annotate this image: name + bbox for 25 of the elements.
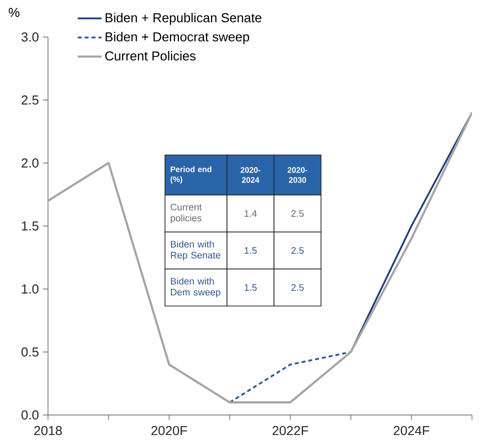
annotation: Biden with Dem sweep — [170, 278, 220, 298]
y-tick-label: 1.0 — [22, 284, 39, 294]
annotation: 1.4 — [244, 210, 257, 217]
legend-label: Current Policies — [105, 50, 196, 61]
annotation: 2.5 — [291, 210, 304, 217]
y-axis-title: % — [8, 8, 20, 17]
annotation: Current policies — [170, 204, 202, 224]
annotation: 1.5 — [244, 284, 257, 291]
annotation: 1.5 — [244, 247, 257, 254]
x-tick-label: 2024F — [394, 426, 430, 436]
legend-label: Biden + Republican Senate — [106, 12, 262, 25]
legend-label: Biden + Democrat sweep — [106, 32, 250, 44]
annotation: 2.5 — [291, 247, 304, 254]
line-series — [48, 111, 472, 404]
y-tick-label: 0.5 — [22, 347, 38, 357]
x-tick-label: 2018 — [34, 426, 62, 436]
annotation: Biden with Rep Senate — [170, 240, 220, 260]
y-tick-label: 2.5 — [22, 95, 38, 105]
y-tick-label: 1.5 — [22, 221, 38, 230]
y-tick-label: 3.0 — [22, 32, 39, 42]
annotation: 2.5 — [291, 284, 304, 291]
y-tick-label: 0.0 — [22, 410, 39, 420]
y-tick-label: 2.0 — [22, 158, 39, 168]
x-tick-label: 2020F — [151, 426, 187, 436]
x-tick-label: 2022F — [272, 426, 308, 436]
